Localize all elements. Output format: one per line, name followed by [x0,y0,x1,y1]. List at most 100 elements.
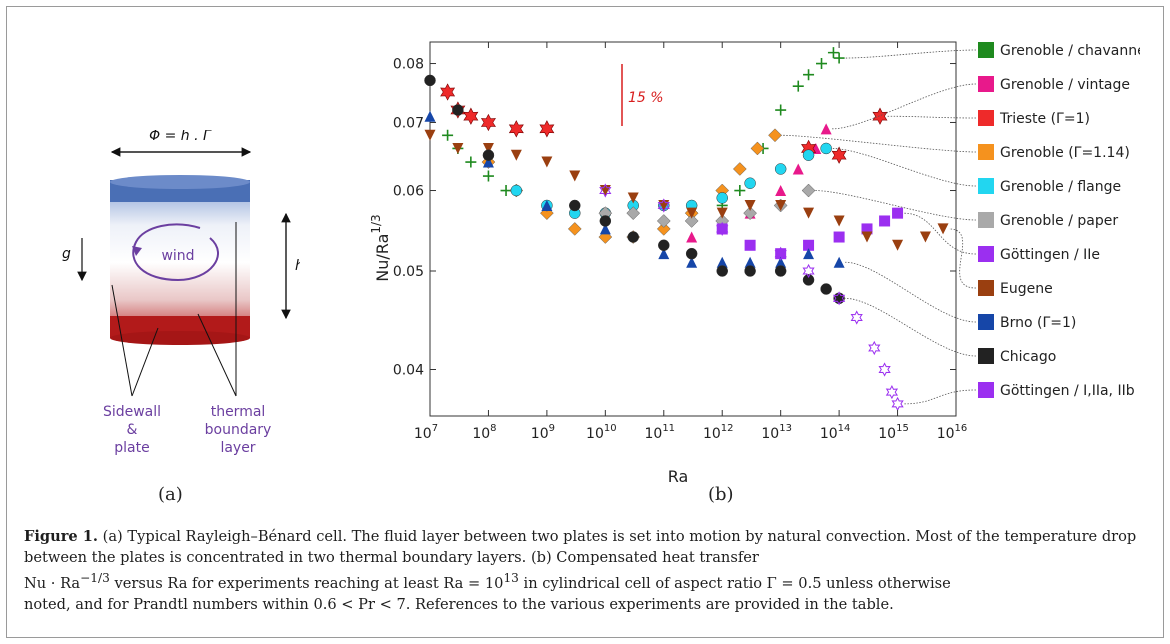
point-8-7 [744,256,756,268]
point-7-12 [775,199,787,211]
point-2-2 [463,107,479,125]
point-10-4 [802,263,815,279]
x-tick-label-7: 1014 [820,423,851,442]
point-0-6 [734,185,746,197]
legend-label-9: Chicago [1000,349,1056,365]
series-layer [424,47,949,411]
x-tick-label-1: 108 [472,423,496,442]
point-0-0 [442,129,454,141]
legend-leader-7 [949,228,977,289]
x-tick-label-3: 1010 [586,423,617,442]
point-8-1 [482,156,494,168]
series-2 [440,83,888,164]
pointer-sidewall-2 [131,327,159,397]
point-6-6 [879,215,891,227]
point-1-4 [792,163,804,175]
point-10-7 [868,340,881,356]
legend-swatch-0 [978,42,994,58]
figure-frame [6,6,1164,638]
plot-area [429,41,957,417]
legend-label-5: Grenoble / paper [1000,213,1118,229]
legend-label-3: Grenoble (Γ=1.14) [1000,145,1130,161]
point-7-5 [569,170,581,182]
sidewall-label-3: plate [114,440,149,456]
point-6-2 [775,248,787,260]
bottom-plate-cap [110,331,250,345]
y-tick-label-2: 0.06 [393,184,424,200]
point-6-3 [803,239,815,251]
x-tick-label-4: 1011 [644,423,675,442]
point-0-10 [803,69,815,81]
x-tick-label-6: 1013 [761,423,792,442]
caption-line3: noted, and for Prandtl numbers within 0.… [24,595,894,613]
legend-leader-3 [781,134,977,153]
point-6-4 [833,231,845,243]
point-9-6 [658,239,670,252]
legend-swatch-4 [978,178,994,194]
wind-loop [132,223,219,282]
point-7-10 [716,207,728,219]
point-1-3 [775,185,787,197]
bl-label-1: thermal [211,404,266,420]
point-7-4 [541,156,553,168]
point-0-12 [827,47,839,59]
series-6 [716,207,904,260]
point-7-2 [482,142,494,154]
point-10-9 [885,385,899,400]
y-tick-label-1: 0.05 [393,264,424,280]
point-1-0 [686,231,698,243]
pointer-sidewall-1 [111,284,133,397]
point-7-7 [627,192,639,204]
point-9-0 [424,74,436,87]
legend-swatch-1 [978,76,994,92]
axes-layer: 107 108 109 1010 1011 1012 1013 1014 1015 1016 0.0… [393,42,967,442]
legend-label-7: Eugene [1000,281,1053,297]
point-2-5 [539,120,555,138]
point-2-7 [831,146,847,164]
point-10-3 [774,246,787,261]
point-8-3 [599,223,611,235]
point-7-3 [510,149,522,161]
point-8-0 [424,110,436,122]
legend-leader-5 [814,190,977,221]
point-0-11 [816,58,828,70]
point-7-18 [937,223,949,235]
point-3-11 [768,128,782,143]
point-8-5 [686,256,698,268]
point-2-3 [480,113,496,132]
legend-label-0: Grenoble / chavanne [1000,43,1140,59]
point-6-7 [892,207,904,219]
y-tick-label-0: 0.04 [393,362,424,378]
legend-leader-6 [903,212,977,255]
legend-swatch-9 [978,348,994,364]
legend-leader-4 [832,148,977,187]
point-0-2 [465,156,477,168]
point-6-0 [716,223,728,235]
point-9-9 [744,265,756,277]
point-6-5 [861,223,873,235]
height-label: h [295,258,300,274]
x-axis-label: Ra [668,467,689,486]
point-7-1 [452,142,464,154]
point-4-0 [510,184,523,197]
point-7-17 [919,231,931,243]
point-7-11 [744,199,756,211]
point-3-3 [567,222,582,236]
point-4-10 [802,149,815,161]
legend-swatch-6 [978,246,994,262]
point-3-10 [750,141,765,156]
point-7-0 [424,129,436,141]
point-4-11 [820,142,832,155]
point-2-4 [508,120,524,138]
rb-cell-schematic: Φ = h . Γ wind g h Sidewall & plate ther… [62,130,300,456]
point-8-4 [658,248,670,260]
point-9-4 [599,215,612,227]
legend-leader-0 [845,49,977,59]
point-5-5 [743,206,757,221]
point-5-2 [656,214,671,228]
point-8-8 [775,256,787,268]
caption-line2: Nu · Ra−1/3 versus Ra for experiments re… [24,571,951,592]
caption-text-a: (a) Typical Rayleigh–Bénard cell. The fl… [24,528,1137,566]
point-10-0 [599,183,612,198]
legend-leader-8 [845,261,977,323]
